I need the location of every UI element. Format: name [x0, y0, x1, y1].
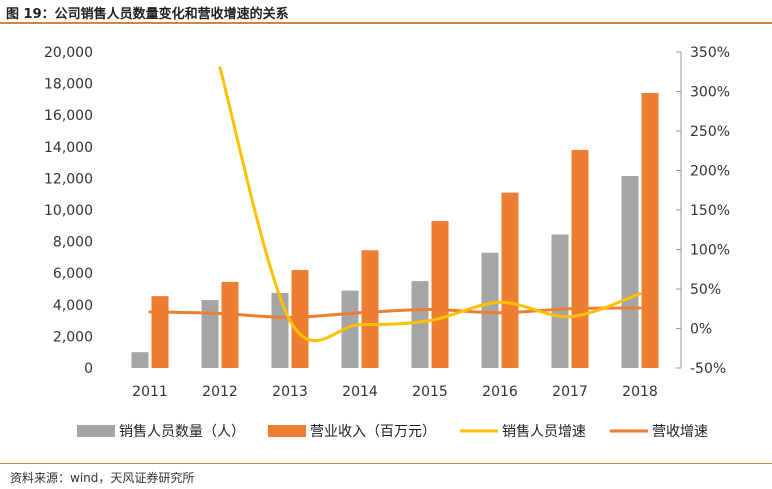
sales-staff-bar-2017: [551, 234, 569, 368]
footer-divider: [0, 463, 772, 464]
x-tick-label-2015: 2015: [412, 384, 448, 400]
x-tick-label-2011: 2011: [132, 384, 168, 400]
revenue-bar-2015: [431, 221, 449, 368]
legend-label-2: 销售人员增速: [502, 424, 586, 440]
legend-label-0: 销售人员数量（人）: [119, 424, 245, 440]
y-right-tick-label: -50%: [690, 361, 726, 377]
y-right-tick-label: 350%: [690, 45, 730, 61]
source-note: 资料来源：wind，天风证券研究所: [10, 471, 195, 485]
y-left-tick-label: 2,000: [53, 329, 93, 345]
y-left-tick-label: 8,000: [53, 235, 93, 251]
sales-staff-bar-2015: [411, 281, 429, 368]
y-right-tick-label: 50%: [690, 282, 721, 298]
x-tick-label-2014: 2014: [342, 384, 378, 400]
legend-swatch-1: [268, 425, 306, 437]
sales-staff-bar-2016: [481, 252, 499, 368]
y-left-tick-label: 20,000: [44, 45, 93, 61]
revenue-bar-2014: [361, 250, 379, 368]
revenue-bar-2013: [291, 270, 309, 368]
x-tick-label-2018: 2018: [622, 384, 658, 400]
x-tick-label-2016: 2016: [482, 384, 518, 400]
revenue-bar-2016: [501, 192, 519, 368]
y-right-tick-label: 150%: [690, 203, 730, 219]
y-right-tick-label: 0%: [690, 322, 712, 338]
revenue-growth-line: [148, 306, 642, 319]
revenue-bar-2017: [571, 149, 589, 368]
revenue-bar-2012: [221, 281, 239, 368]
y-right-tick-label: 250%: [690, 124, 730, 140]
legend-label-1: 营业收入（百万元）: [310, 424, 436, 440]
y-left-tick-label: 18,000: [44, 77, 93, 93]
sales-staff-growth-line: [218, 66, 642, 343]
legend-swatch-0: [77, 425, 115, 437]
figure-title: 图 19：公司销售人员数量变化和营收增速的关系: [6, 7, 289, 22]
revenue-bar-2011: [151, 296, 169, 368]
sales-staff-bar-2013: [271, 292, 289, 368]
y-left-tick-label: 12,000: [44, 171, 93, 187]
x-tick-label-2013: 2013: [272, 384, 308, 400]
y-left-tick-label: 0: [84, 361, 93, 377]
legend-label-3: 营收增速: [652, 424, 708, 440]
sales-staff-bar-2018: [621, 176, 639, 368]
title-divider: [0, 22, 772, 24]
y-left-tick-label: 6,000: [53, 266, 93, 282]
y-left-tick-label: 4,000: [53, 298, 93, 314]
y-left-tick-label: 16,000: [44, 108, 93, 124]
x-tick-label-2012: 2012: [202, 384, 238, 400]
sales-staff-bar-2012: [201, 300, 219, 368]
sales-staff-bar-2011: [131, 352, 149, 368]
y-left-tick-label: 10,000: [44, 203, 93, 219]
y-right-tick-label: 300%: [690, 85, 730, 101]
revenue-bar-2018: [641, 93, 659, 368]
y-right-tick-label: 200%: [690, 164, 730, 180]
sales-staff-bar-2014: [341, 290, 359, 368]
y-left-tick-label: 14,000: [44, 140, 93, 156]
x-tick-label-2017: 2017: [552, 384, 588, 400]
y-right-tick-label: 100%: [690, 243, 730, 259]
